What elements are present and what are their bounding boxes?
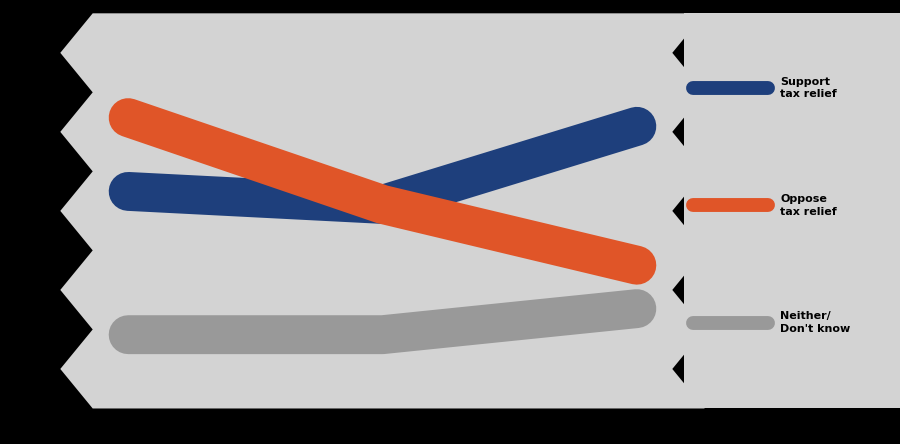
Text: Support
tax relief: Support tax relief xyxy=(780,77,837,99)
Polygon shape xyxy=(60,13,705,408)
Text: Oppose
tax relief: Oppose tax relief xyxy=(780,194,837,217)
Polygon shape xyxy=(684,13,900,408)
Text: Neither/
Don't know: Neither/ Don't know xyxy=(780,311,850,334)
